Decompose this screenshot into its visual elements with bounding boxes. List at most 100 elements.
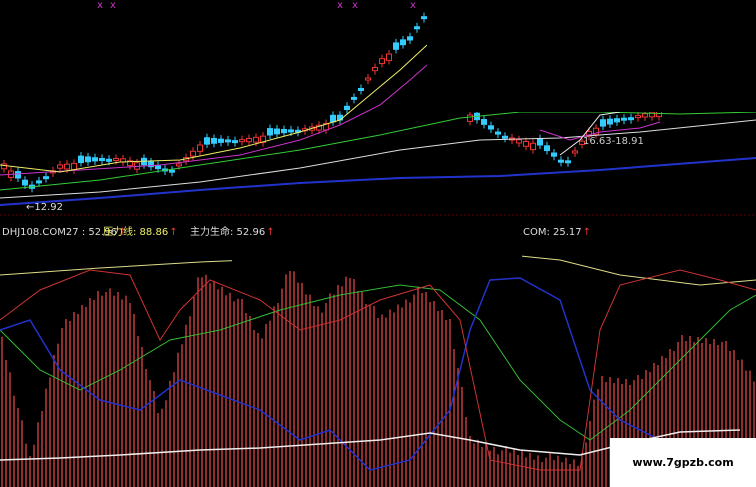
candle (71, 162, 77, 171)
line-blue (0, 277, 661, 471)
candle (43, 176, 49, 180)
ma-yellow (0, 44, 428, 173)
candle (407, 36, 413, 41)
candle (253, 136, 259, 143)
candle (148, 161, 154, 168)
candle (344, 105, 350, 111)
line-red (0, 269, 756, 471)
candle (169, 169, 175, 173)
candle (635, 115, 641, 119)
candle (481, 119, 487, 125)
indicator-labels: DHJ108.COM27 : 52.96 ↑压力线: 88.86 ↑ 主力生命: 52… (2, 225, 591, 238)
ma-green (0, 111, 756, 191)
ma-blue (0, 157, 756, 206)
candle (649, 111, 655, 118)
candle (579, 140, 585, 145)
candle (99, 158, 105, 161)
candle (621, 117, 627, 121)
candle (330, 114, 336, 123)
candle (78, 155, 84, 164)
candle (246, 138, 252, 143)
candle (197, 144, 203, 152)
candle (267, 128, 273, 136)
candle (127, 160, 133, 167)
candle (386, 53, 392, 61)
candle (113, 157, 119, 161)
histogram (1, 271, 755, 487)
candle (274, 128, 280, 135)
candle (92, 157, 98, 162)
candle (211, 137, 217, 144)
candle (516, 139, 522, 144)
candle (64, 163, 70, 170)
candle (544, 145, 550, 152)
candle (642, 113, 648, 118)
top-mark: x (352, 0, 358, 11)
candle (260, 135, 266, 144)
indicator-arrow: ↑ (266, 227, 274, 238)
candle (316, 124, 322, 131)
candle (358, 88, 364, 91)
candle (337, 114, 343, 121)
indicator-arrow: ↑ (583, 227, 591, 238)
candle (488, 125, 494, 130)
ma-right (539, 121, 661, 141)
candle (106, 158, 112, 162)
low-label: ←12.92 (26, 202, 63, 213)
watermark-box (610, 438, 756, 487)
watermark: www.7gpzb.com (632, 456, 733, 469)
candle (502, 135, 508, 139)
indicator-arrow: ↑ (169, 227, 177, 238)
candle (232, 140, 238, 144)
candle (495, 131, 501, 135)
top-mark: x (410, 0, 416, 11)
candle (85, 156, 91, 163)
candle (176, 163, 182, 167)
candle (288, 129, 294, 133)
candle (379, 58, 385, 64)
indicator-label: COM: 25.17 (523, 227, 582, 238)
indicator-label: DHJ108.COM27 : 52.96 (2, 227, 117, 238)
candle (57, 164, 63, 169)
candle (15, 171, 21, 179)
candle (572, 150, 578, 154)
indicator-label: 压力线: 88.86 (103, 225, 168, 238)
candle (372, 67, 378, 72)
candle (558, 159, 564, 163)
top-mark: x (337, 0, 343, 11)
candle (204, 137, 210, 145)
occluder (427, 0, 756, 112)
candle (467, 114, 473, 122)
indicator-label: 主力生命: 52.96 (190, 225, 265, 238)
candle (190, 150, 196, 157)
range-label: 16.63-18.91 (583, 136, 644, 147)
candle (421, 16, 427, 20)
candle (400, 39, 406, 46)
candle (565, 160, 571, 164)
candle (225, 139, 231, 143)
candle (600, 119, 606, 127)
ma-right-white (559, 111, 621, 156)
candle (239, 139, 245, 143)
occluder-2 (232, 216, 522, 268)
candle (523, 141, 529, 147)
candle (607, 118, 613, 125)
candle (551, 152, 557, 157)
indicator-arrow: ↑ (118, 227, 126, 238)
candle (537, 138, 543, 146)
candle (155, 164, 161, 170)
top-mark: x (110, 0, 116, 11)
candle (281, 128, 287, 134)
candle (22, 179, 28, 186)
candle (365, 77, 371, 81)
candle (218, 138, 224, 143)
ma-white (0, 119, 756, 199)
ma-magenta (0, 64, 428, 176)
candle (351, 96, 357, 100)
candle (593, 127, 599, 136)
candle (614, 118, 620, 123)
candle (393, 42, 399, 50)
candle (414, 26, 420, 30)
